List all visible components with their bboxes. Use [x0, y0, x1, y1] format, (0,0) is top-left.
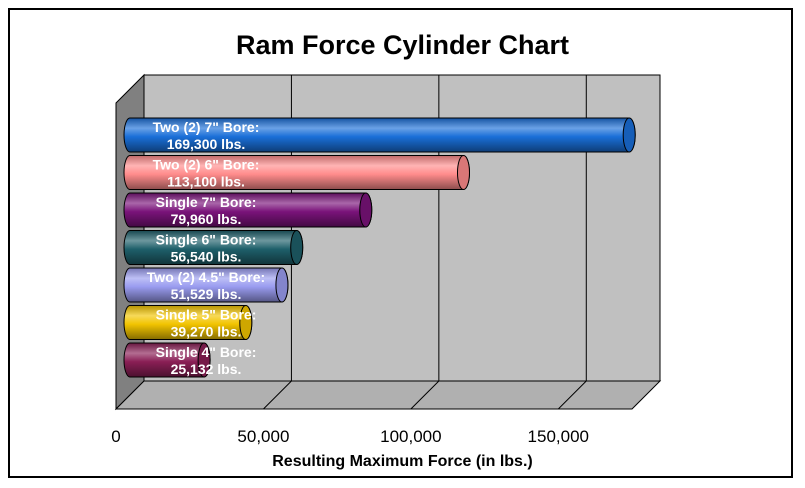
bar-category-label: Two (2) 7" Bore: [153, 119, 260, 135]
bar [123, 192, 373, 228]
cylinder-cap [359, 192, 373, 228]
x-tick-label: 100,000 [380, 427, 441, 446]
bar [123, 342, 211, 378]
bar-value-label: 169,300 lbs. [167, 136, 246, 152]
bar [123, 117, 636, 153]
bar-value-label: 79,960 lbs. [171, 211, 242, 227]
x-tick-label: 50,000 [237, 427, 289, 446]
bars: Two (2) 7" Bore:169,300 lbs. Two (2) 6" B… [123, 117, 636, 378]
cylinder-cap [275, 267, 289, 303]
x-tick-label: 150,000 [528, 427, 589, 446]
bar-category-label: Single 6" Bore: [156, 232, 257, 248]
bar-value-label: 56,540 lbs. [171, 249, 242, 265]
floor-gridline [263, 380, 292, 410]
bar [123, 155, 470, 190]
floor [114, 380, 662, 410]
bar [123, 267, 289, 303]
bar [123, 305, 253, 340]
floor-gridline [410, 380, 440, 410]
cylinder-cap [456, 155, 470, 190]
chart-title: Ram Force Cylinder Chart [235, 30, 570, 60]
cylinder-cap [290, 230, 304, 265]
bar-value-label: 25,132 lbs. [171, 361, 242, 377]
bar-category-label: Two (2) 6" Bore: [153, 157, 260, 173]
x-axis-label: Resulting Maximum Force (in lbs.) [272, 453, 533, 470]
bar-category-label: Single 5" Bore: [156, 307, 257, 323]
bar [123, 230, 304, 265]
bar-value-label: 51,529 lbs. [171, 286, 242, 302]
bar-category-label: Two (2) 4.5" Bore: [147, 269, 265, 285]
cylinder-cap [197, 342, 211, 378]
floor-gridline [557, 380, 587, 410]
x-tick-labels: 0 50,000 100,000 150,000 [111, 427, 589, 446]
bar-category-label: Single 4" Bore: [156, 344, 257, 360]
bar-category-label: Single 7" Bore: [156, 194, 257, 210]
x-tick-label: 0 [111, 427, 120, 446]
cylinder-cap [239, 305, 253, 340]
cylinder-cap [622, 117, 636, 153]
bar-value-label: 39,270 lbs. [171, 324, 242, 340]
bar-value-label: 113,100 lbs. [167, 174, 245, 190]
